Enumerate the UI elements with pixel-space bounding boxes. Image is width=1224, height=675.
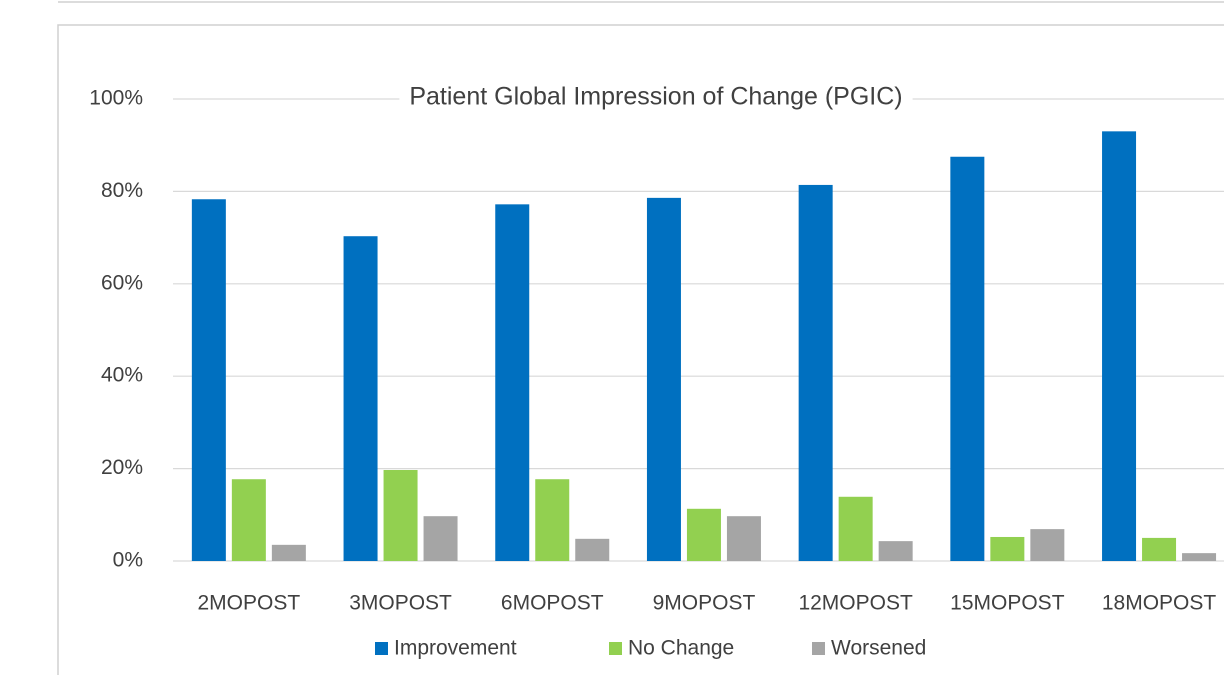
bar [535,479,570,561]
bar [271,544,306,561]
legend-label: Worsened [831,637,926,660]
bar [231,479,266,561]
y-tick-label: 20% [101,456,143,479]
bar [646,197,681,562]
bar [878,541,913,561]
y-tick-label: 100% [89,87,143,110]
x-tick-label: 2MOPOST [198,592,301,615]
y-tick-label: 80% [101,179,143,202]
bar [686,508,721,561]
bar [1182,553,1217,561]
x-tick-label: 6MOPOST [501,592,604,615]
x-tick-label: 12MOPOST [798,592,913,615]
legend-swatch [812,642,825,655]
x-tick-label: 15MOPOST [950,592,1065,615]
bar [343,236,378,562]
y-tick-label: 40% [101,364,143,387]
chart-title: Patient Global Impression of Change (PGI… [409,83,902,111]
bar [798,184,833,561]
bar [838,496,873,561]
bar [423,516,458,561]
legend-swatch [375,642,388,655]
bar [575,538,610,561]
bar [726,516,761,561]
legend-label: No Change [628,637,734,660]
chart-frame [57,24,1224,675]
bar [990,536,1025,561]
bar [1030,529,1065,561]
bar [495,204,530,561]
legend-swatch [609,642,622,655]
bar [191,199,226,561]
grid [173,98,1224,562]
x-tick-label: 3MOPOST [349,592,452,615]
bar [950,156,985,561]
bar [1102,131,1137,561]
bar [1142,537,1177,561]
legend-label: Improvement [394,637,517,660]
x-tick-label: 9MOPOST [653,592,756,615]
y-tick-label: 60% [101,271,143,294]
y-tick-label: 0% [113,549,143,572]
x-tick-label: 18MOPOST [1102,592,1217,615]
title-background [399,82,913,111]
bar [383,469,418,561]
